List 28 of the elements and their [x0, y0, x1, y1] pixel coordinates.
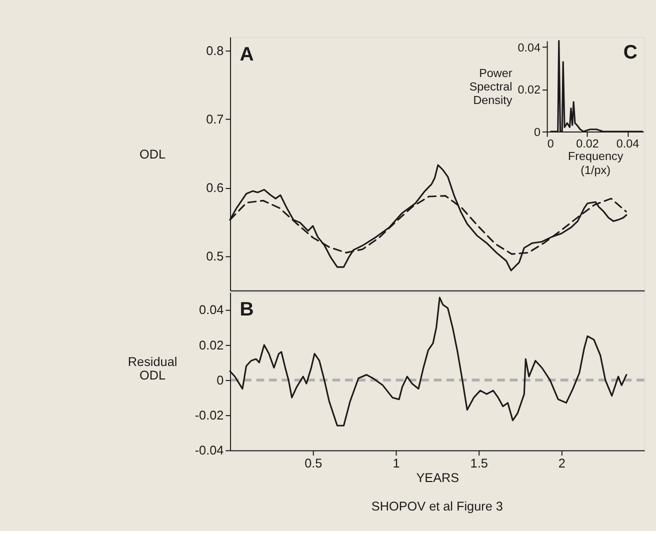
- annotation: C: [623, 41, 638, 64]
- y-tick-label: 0.04: [518, 42, 541, 55]
- y-axis-title: ODL: [140, 147, 166, 162]
- y-tick-label: 0.02: [199, 338, 224, 352]
- y-tick-label: 0.8: [206, 44, 224, 58]
- y-tick-label: 0: [216, 373, 224, 388]
- y-tick-label: -0.04: [194, 444, 224, 458]
- x-tick-label: 0: [547, 138, 554, 151]
- y-tick-label: 0.7: [206, 112, 224, 127]
- annotation: A: [240, 43, 254, 66]
- annotation: B: [240, 298, 254, 321]
- x-axis-title: Frequency (1/px): [568, 150, 624, 177]
- y-tick-label: 0.6: [206, 181, 224, 195]
- x-tick-label: 0.5: [304, 456, 322, 470]
- y-tick-label: -0.02: [194, 408, 224, 423]
- y-tick-label: 0.04: [199, 303, 224, 318]
- text: SHOPOV et al Figure 3: [371, 500, 503, 514]
- x-tick-label: 1: [392, 456, 400, 470]
- y-axis-title: Residual ODL: [128, 354, 178, 383]
- y-tick-label: 0.5: [206, 249, 224, 264]
- x-axis-title: YEARS: [416, 470, 460, 485]
- x-tick-label: 0.02: [576, 138, 599, 151]
- y-tick-label: 0.02: [518, 84, 540, 97]
- x-tick-label: 2: [558, 456, 566, 470]
- y-tick-label: 0: [534, 126, 541, 139]
- x-tick-label: 0.04: [616, 138, 640, 151]
- y-axis-title: Power Spectral Density: [469, 66, 512, 108]
- x-tick-label: 1.5: [470, 456, 488, 470]
